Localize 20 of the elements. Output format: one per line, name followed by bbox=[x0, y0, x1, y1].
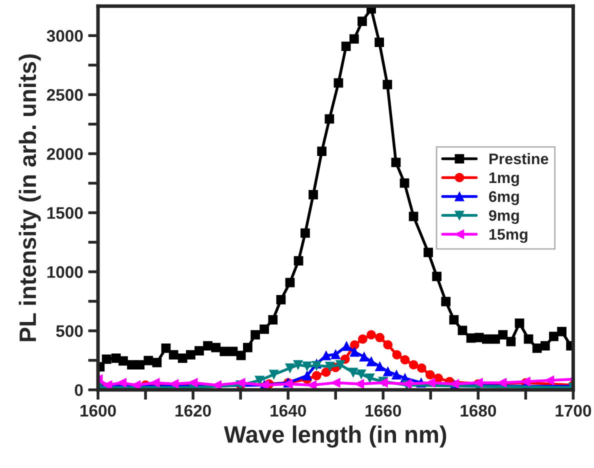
y-tick-label: 1000 bbox=[47, 266, 83, 278]
x-tick-label: 1640 bbox=[270, 404, 306, 417]
legend-label: 6mg bbox=[489, 191, 519, 206]
legend-label: 9mg bbox=[489, 210, 519, 224]
y-tick-label: 3000 bbox=[46, 30, 83, 42]
x-axis-title: Wave length (in nm) bbox=[224, 426, 446, 448]
x-tick-label: 1600 bbox=[80, 404, 116, 417]
x-tick-label: 1620 bbox=[176, 404, 211, 417]
x-tick-label: 1660 bbox=[366, 404, 401, 417]
legend-label: 1mg bbox=[489, 172, 519, 186]
y-tick-label: 2500 bbox=[46, 89, 83, 101]
y-tick-label: 0 bbox=[74, 384, 83, 396]
y-tick-label: 1500 bbox=[47, 207, 83, 219]
legend-label: 15mg bbox=[489, 229, 528, 243]
y-tick-label: 2000 bbox=[46, 148, 83, 160]
x-tick-label: 1680 bbox=[460, 404, 496, 417]
y-axis-title: PL intensity (in arb. units) bbox=[18, 54, 41, 342]
y-tick-label: 500 bbox=[56, 325, 83, 338]
x-tick-label: 1700 bbox=[556, 404, 592, 417]
legend-label: Prestine bbox=[490, 153, 548, 164]
